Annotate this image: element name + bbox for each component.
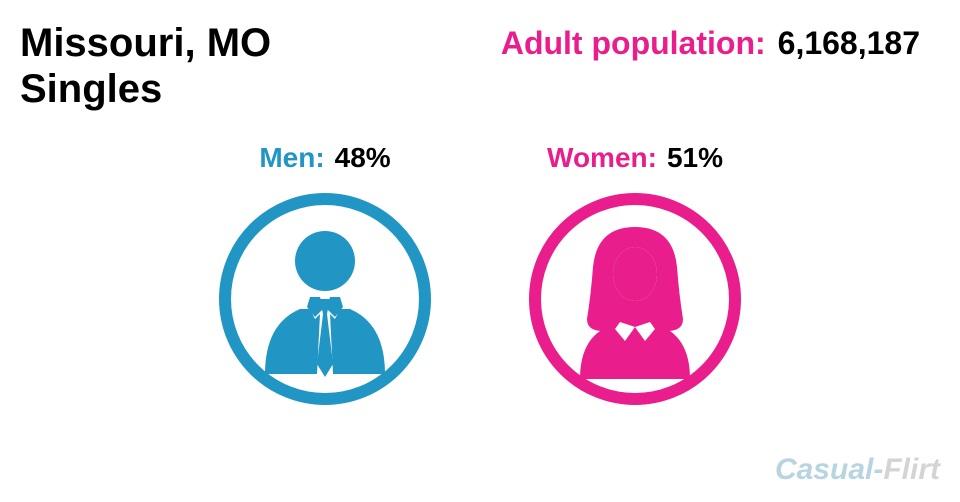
man-icon xyxy=(215,189,435,409)
women-value: 51% xyxy=(667,142,723,174)
title-block: Missouri, MO Singles xyxy=(20,20,271,112)
women-label-row: Women: 51% xyxy=(547,142,723,174)
women-column: Women: 51% xyxy=(525,142,745,409)
population-block: Adult population: 6,168,187 xyxy=(501,20,920,112)
watermark-part-1: Casual- xyxy=(775,453,883,486)
men-column: Men: 48% xyxy=(215,142,435,409)
woman-icon xyxy=(525,189,745,409)
watermark: Casual-Flirt xyxy=(775,453,940,487)
title-line-2: Singles xyxy=(20,66,271,112)
population-value: 6,168,187 xyxy=(778,25,920,62)
watermark-part-2: Flirt xyxy=(883,453,940,486)
women-label: Women: xyxy=(547,142,657,174)
men-label: Men: xyxy=(259,142,324,174)
men-label-row: Men: 48% xyxy=(259,142,390,174)
title-line-1: Missouri, MO xyxy=(20,20,271,66)
men-value: 48% xyxy=(335,142,391,174)
header: Missouri, MO Singles Adult population: 6… xyxy=(0,0,960,112)
population-label: Adult population: xyxy=(501,25,766,62)
stats-row: Men: 48% xyxy=(0,142,960,409)
